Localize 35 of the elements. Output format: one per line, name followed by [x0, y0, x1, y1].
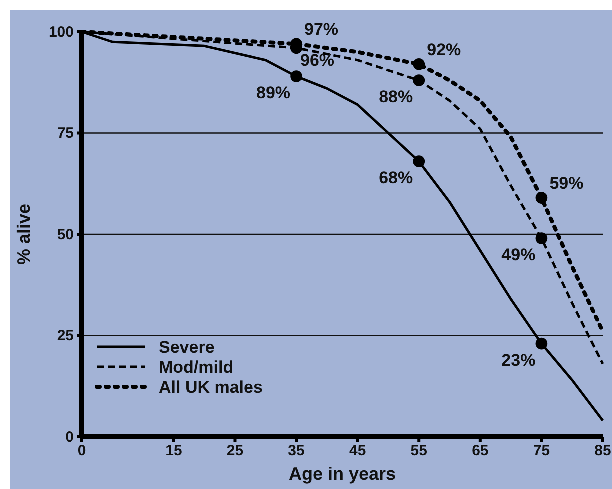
- data-label: 23%: [502, 350, 536, 370]
- x-tick-label: 45: [349, 442, 366, 460]
- point: [536, 338, 548, 350]
- y-tick-label: 75: [57, 125, 74, 142]
- legend-label: Mod/mild: [159, 358, 234, 377]
- x-tick-label: 25: [226, 442, 244, 460]
- y-tick-label: 0: [66, 428, 74, 446]
- data-label: 88%: [379, 88, 414, 107]
- x-tick-label: 85: [594, 442, 612, 460]
- data-label: 49%: [502, 246, 536, 265]
- y-axis-title: % alive: [14, 204, 34, 266]
- legend-label: All UK males: [159, 378, 263, 397]
- point: [290, 70, 302, 82]
- y-tick-label: 25: [57, 328, 74, 345]
- data-label: 92%: [427, 40, 462, 60]
- y-tick-label: 50: [57, 226, 74, 244]
- legend-label: Severe: [159, 338, 215, 357]
- point: [536, 192, 548, 204]
- data-label: 59%: [550, 174, 584, 194]
- point: [413, 74, 426, 87]
- x-tick-label: 55: [410, 442, 428, 460]
- data-label: 89%: [256, 84, 291, 103]
- data-label: 97%: [304, 20, 339, 40]
- point: [413, 58, 426, 70]
- x-tick-label: 15: [166, 442, 182, 460]
- x-axis-title: Age in years: [288, 464, 396, 484]
- point: [536, 232, 548, 244]
- point: [413, 156, 426, 168]
- x-tick-label: 35: [288, 442, 305, 460]
- y-tick-label: 100: [48, 24, 74, 41]
- x-tick-label: 75: [533, 442, 550, 460]
- data-label: 68%: [379, 168, 414, 188]
- x-tick-label: 0: [78, 442, 86, 460]
- x-tick-label: 65: [472, 442, 489, 460]
- data-label: 96%: [300, 51, 335, 70]
